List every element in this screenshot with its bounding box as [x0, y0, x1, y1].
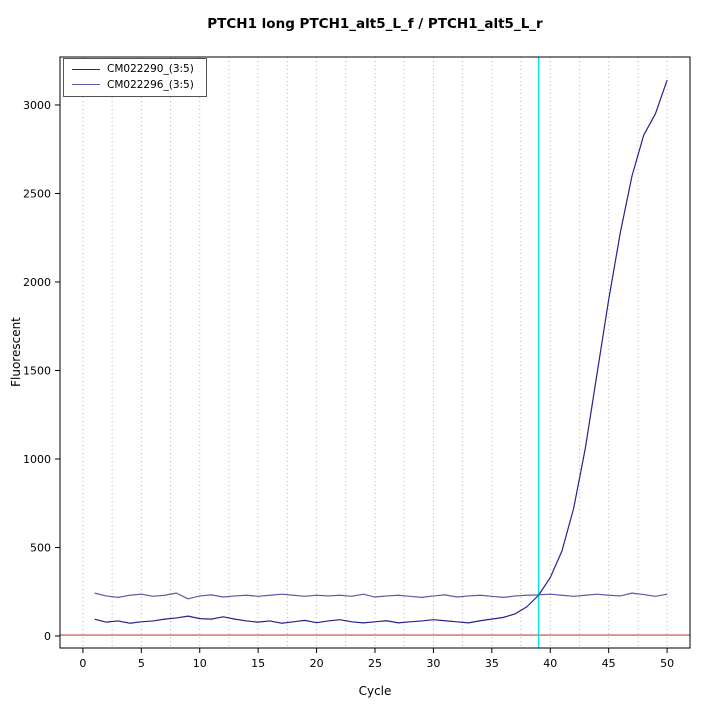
y-tick-label: 0 — [44, 630, 51, 643]
chart-title: PTCH1 long PTCH1_alt5_L_f / PTCH1_alt5_L… — [207, 16, 543, 32]
legend: CM022290_(3:5) CM022296_(3:5) — [63, 58, 207, 98]
legend-entry: CM022290_(3:5) — [72, 63, 194, 76]
legend-label: CM022290_(3:5) — [107, 63, 194, 75]
y-axis-label: Fluorescent — [9, 317, 23, 387]
series-line-1 — [94, 592, 668, 600]
y-tick-label: 2000 — [23, 276, 51, 289]
x-tick-label: 25 — [368, 657, 382, 670]
x-tick-label: 35 — [485, 657, 499, 670]
x-tick-label: 30 — [426, 657, 440, 670]
legend-entry: CM022296_(3:5) — [72, 79, 194, 92]
x-tick-label: 10 — [193, 657, 207, 670]
x-tick-label: 15 — [251, 657, 265, 670]
y-tick-label: 2500 — [23, 187, 51, 200]
legend-line-swatch — [72, 68, 100, 70]
y-tick-label: 1000 — [23, 453, 51, 466]
x-axis-label: Cycle — [358, 684, 392, 698]
legend-label: CM022296_(3:5) — [107, 78, 194, 91]
x-tick-label: 5 — [138, 657, 145, 670]
x-tick-label: 45 — [602, 657, 616, 670]
y-tick-label: 3000 — [23, 99, 51, 112]
x-tick-label: 20 — [310, 657, 324, 670]
y-tick-label: 1500 — [23, 364, 51, 377]
legend-line-swatch — [72, 84, 100, 86]
y-tick-label: 500 — [30, 541, 51, 554]
x-tick-label: 40 — [543, 657, 557, 670]
x-tick-label: 50 — [660, 657, 674, 670]
series-line-0 — [94, 79, 668, 624]
x-tick-label: 0 — [79, 657, 86, 670]
